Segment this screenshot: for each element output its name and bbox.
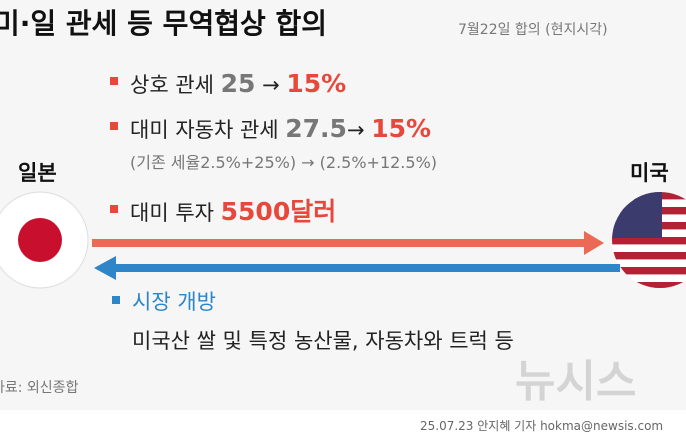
bullet <box>110 122 118 130</box>
arrow-text: → <box>347 118 371 142</box>
before-value: 27.5 <box>285 114 347 143</box>
arrow-text: → <box>255 73 286 97</box>
arrow-to-us <box>92 231 604 255</box>
item-label: 상호 관세 <box>130 73 221 97</box>
stripe <box>612 282 686 288</box>
us-flag <box>612 192 686 288</box>
credit: 25.07.23 안지혜 기자 hokma@newsis.com <box>420 419 663 433</box>
stripe <box>612 267 686 275</box>
before-value: 25 <box>221 69 256 98</box>
arrow-head <box>584 231 604 255</box>
stripe <box>612 237 686 245</box>
stripe <box>612 252 686 260</box>
flag-sun <box>18 218 62 262</box>
arrow-shaft <box>110 264 620 272</box>
item-line: 대미 자동차 관세 27.5→ 15% <box>130 114 431 143</box>
arrow-shaft <box>92 239 590 247</box>
footer-band <box>0 410 686 440</box>
party-label: 미국 <box>630 161 669 185</box>
market-detail: 미국산 쌀 및 특정 농산물, 자동차와 트럭 등 <box>132 329 514 353</box>
market-title: 시장 개방 <box>132 290 216 314</box>
after-value: 15% <box>286 69 346 98</box>
bullet <box>110 205 118 213</box>
item-line: 대미 투자 5500달러 <box>130 197 336 226</box>
item-label: 대미 자동차 관세 <box>130 118 285 142</box>
bullet <box>112 296 120 304</box>
watermark: 뉴시스 <box>515 356 636 407</box>
item-note: (기존 세율2.5%+25%) → (2.5%+12.5%) <box>130 153 437 172</box>
item-line: 상호 관세 25 → 15% <box>130 69 346 98</box>
title: 미·일 관세 등 무역협상 합의 <box>0 7 327 40</box>
after-value: 15% <box>371 114 431 143</box>
japan-flag <box>0 191 89 289</box>
arrow-head <box>94 256 116 280</box>
bullet <box>110 77 118 85</box>
arrow-to-japan <box>94 256 620 280</box>
subtitle: 7월22일 합의 (현지시각) <box>458 22 608 38</box>
item-label: 대미 투자 <box>130 201 221 225</box>
party-label: 일본 <box>18 161 57 185</box>
amount: 5500달러 <box>221 197 337 226</box>
source: 자료: 외신종합 <box>0 380 79 396</box>
